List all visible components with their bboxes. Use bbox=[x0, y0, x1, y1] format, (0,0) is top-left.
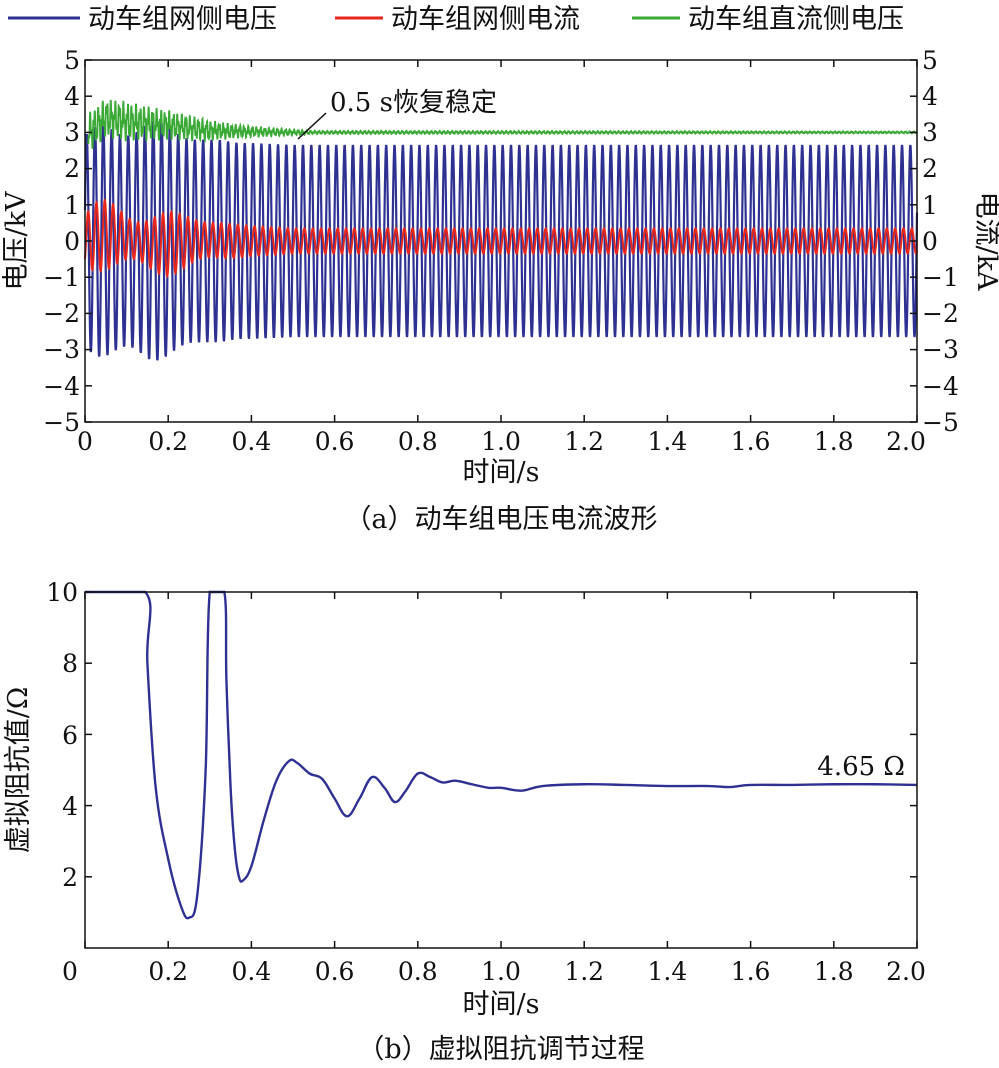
x-tick-label: 1.6 bbox=[731, 427, 771, 456]
axis-ticks-a bbox=[84, 59, 918, 423]
y-right-tick-labels-a: −5 −4 −3 −2 −1 0 1 2 3 4 5 bbox=[922, 46, 959, 437]
x-tick-label: 1.0 bbox=[481, 427, 521, 456]
y-left-axis-label: 电压/kV bbox=[1, 191, 32, 290]
y-tick-label: 4 bbox=[62, 792, 78, 821]
y-axis-label-b: 虚拟阻抗值/Ω bbox=[3, 687, 34, 853]
y-left-tick-label: 0 bbox=[64, 227, 80, 256]
y-left-tick-labels-a: −5 −4 −3 −2 −1 0 1 2 3 4 5 bbox=[43, 46, 80, 437]
legend: 动车组网侧电压 动车组网侧电流 动车组直流侧电压 bbox=[8, 4, 904, 35]
y-left-tick-label: 5 bbox=[64, 46, 80, 75]
y-right-tick-label: 5 bbox=[922, 46, 938, 75]
caption-b: （b）虚拟阻抗调节过程 bbox=[357, 1034, 644, 1065]
y-right-tick-label: −2 bbox=[922, 299, 959, 328]
legend-label-grid-current: 动车组网侧电流 bbox=[391, 4, 580, 35]
y-tick-label: 10 bbox=[46, 578, 78, 607]
x-tick-label: 0.8 bbox=[398, 427, 438, 456]
series-grid-voltage-line bbox=[83, 121, 919, 361]
x-tick-labels-a: 0 0.2 0.4 0.6 0.8 1.0 1.2 1.4 1.6 1.8 2.… bbox=[77, 427, 926, 456]
x-tick-label: 1.6 bbox=[731, 957, 771, 986]
axis-ticks-b bbox=[84, 591, 918, 948]
x-tick-label: 1.2 bbox=[564, 427, 604, 456]
x-tick-label: 2.0 bbox=[886, 427, 926, 456]
y-left-tick-label: −1 bbox=[43, 263, 80, 292]
x-tick-label: 1.8 bbox=[814, 957, 854, 986]
y-right-tick-label: −5 bbox=[922, 408, 959, 437]
x-tick-label: 0.4 bbox=[232, 427, 272, 456]
plot-area-b bbox=[85, 590, 918, 920]
panel-a: 动车组网侧电压 动车组网侧电流 动车组直流侧电压 0 0.2 0.4 0.6 0… bbox=[1, 4, 999, 535]
x-tick-label: 2.0 bbox=[886, 957, 926, 986]
plot-area-a bbox=[83, 99, 919, 361]
x-tick-label: 0.8 bbox=[398, 957, 438, 986]
y-right-tick-label: 0 bbox=[922, 227, 938, 256]
x-tick-label: 0.6 bbox=[315, 427, 355, 456]
x-axis-label: 时间/s bbox=[463, 457, 540, 488]
legend-label-grid-voltage: 动车组网侧电压 bbox=[88, 4, 277, 35]
x-tick-label: 0.6 bbox=[315, 957, 355, 986]
x-tick-label: 1.2 bbox=[564, 957, 604, 986]
y-left-tick-label: 3 bbox=[64, 118, 80, 147]
y-right-axis-label: 电流/kA bbox=[971, 192, 999, 291]
x-tick-label: 0 bbox=[62, 957, 78, 986]
x-tick-label: 1.4 bbox=[648, 957, 688, 986]
y-left-tick-label: 2 bbox=[64, 154, 80, 183]
series-dc-voltage-line bbox=[87, 99, 918, 149]
series-grid-current-line bbox=[84, 198, 918, 279]
y-right-tick-label: −4 bbox=[922, 372, 959, 401]
y-tick-label: 2 bbox=[62, 863, 78, 892]
caption-a: （a）动车组电压电流波形 bbox=[344, 504, 657, 535]
y-left-tick-label: 1 bbox=[64, 191, 80, 220]
annotation-leader-line bbox=[297, 112, 327, 140]
x-tick-label: 1.8 bbox=[814, 427, 854, 456]
plot-frame-b bbox=[84, 591, 918, 949]
y-right-tick-label: 2 bbox=[922, 154, 938, 183]
x-tick-labels-b: 0 0.2 0.4 0.6 0.8 1.0 1.2 1.4 1.6 1.8 2.… bbox=[62, 957, 926, 986]
x-tick-label: 1.0 bbox=[481, 957, 521, 986]
annotation-steady-impedance: 4.65 Ω bbox=[817, 752, 905, 782]
x-axis-label-b: 时间/s bbox=[463, 989, 540, 1020]
x-tick-label: 0.2 bbox=[148, 427, 188, 456]
annotation-recovery: 0.5 s恢复稳定 bbox=[330, 88, 497, 118]
y-tick-label: 6 bbox=[62, 721, 78, 750]
y-left-tick-label: −3 bbox=[43, 335, 80, 364]
y-right-tick-label: 1 bbox=[922, 191, 938, 220]
y-left-tick-label: 4 bbox=[64, 82, 80, 111]
panel-b: 0 0.2 0.4 0.6 0.8 1.0 1.2 1.4 1.6 1.8 2.… bbox=[3, 578, 926, 1065]
series-virtual-impedance-line bbox=[85, 590, 918, 920]
x-tick-label: 1.4 bbox=[648, 427, 688, 456]
y-right-tick-label: −3 bbox=[922, 335, 959, 364]
y-right-tick-label: −1 bbox=[922, 263, 959, 292]
legend-label-dc-voltage: 动车组直流侧电压 bbox=[688, 4, 904, 35]
x-tick-label: 0.2 bbox=[148, 957, 188, 986]
y-left-tick-label: −4 bbox=[43, 372, 80, 401]
x-tick-label: 0.4 bbox=[232, 957, 272, 986]
x-tick-label: 0 bbox=[77, 427, 93, 456]
y-right-tick-label: 3 bbox=[922, 118, 938, 147]
y-tick-labels-b: 2 4 6 8 10 bbox=[46, 578, 78, 892]
y-right-tick-label: 4 bbox=[922, 82, 938, 111]
y-left-tick-label: −5 bbox=[43, 408, 80, 437]
y-left-tick-label: −2 bbox=[43, 299, 80, 328]
y-tick-label: 8 bbox=[62, 649, 78, 678]
